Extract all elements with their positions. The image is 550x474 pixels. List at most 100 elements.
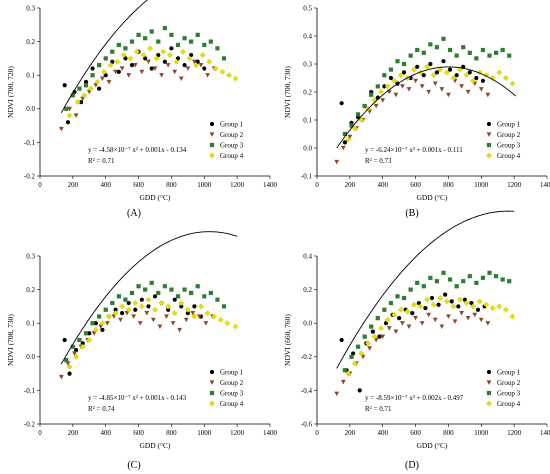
data-point (347, 134, 353, 140)
data-point (114, 58, 121, 65)
data-point (221, 304, 227, 309)
data-point (74, 347, 79, 353)
data-point (382, 73, 387, 78)
data-point (226, 72, 232, 79)
data-point (173, 58, 180, 65)
x-tick-label: 1400 (263, 181, 278, 189)
x-tick-label: 1400 (540, 181, 550, 189)
data-point (413, 316, 418, 321)
x-axis-title: GDD (°C) (416, 441, 448, 450)
data-point (404, 308, 411, 315)
legend-label: Group 4 (220, 152, 244, 160)
data-point (123, 46, 128, 51)
data-point (182, 36, 187, 41)
data-point (463, 72, 470, 79)
data-point (123, 297, 128, 302)
data-point (182, 63, 187, 68)
data-point (465, 316, 471, 321)
data-point (362, 334, 367, 339)
x-tick-label: 600 (133, 429, 144, 437)
data-point (439, 87, 445, 92)
data-point (371, 333, 378, 340)
data-point (189, 290, 194, 296)
x-tick-label: 1200 (230, 429, 245, 437)
data-point (106, 79, 112, 85)
y-tick-label: 0.3 (26, 252, 35, 260)
data-point (202, 66, 207, 71)
data-point (189, 39, 194, 44)
data-point (62, 337, 67, 343)
y-axis-title: NDVI (708, 730) (6, 314, 15, 366)
data-point (119, 303, 126, 310)
y-axis-title: NDVI (700, 730) (283, 66, 292, 118)
data-point (97, 63, 102, 68)
x-tick-label: 400 (377, 181, 388, 189)
y-tick-label: -0.2 (24, 420, 36, 428)
data-point (369, 92, 374, 97)
data-point (378, 325, 384, 332)
x-tick-label: 0 (38, 429, 42, 437)
data-point (156, 39, 161, 44)
data-point (215, 297, 220, 302)
data-point (470, 303, 476, 310)
data-point (166, 52, 173, 58)
data-point (411, 301, 417, 308)
data-point (429, 295, 435, 301)
data-point (178, 300, 185, 306)
data-point (443, 298, 450, 305)
data-point (87, 331, 92, 336)
data-point (140, 52, 147, 58)
data-point (446, 314, 451, 319)
data-point (73, 353, 80, 360)
y-tick-label: 0.4 (303, 32, 312, 40)
data-point (509, 313, 516, 320)
legend-marker (486, 380, 492, 385)
x-tick-label: 600 (133, 181, 144, 189)
data-point (88, 85, 94, 92)
x-tick-label: 1000 (474, 181, 489, 189)
data-point (421, 284, 426, 289)
data-point (78, 99, 84, 105)
x-axis-title: GDD (°C) (139, 441, 171, 450)
data-point (419, 84, 425, 89)
x-tick-label: 800 (166, 429, 177, 437)
data-point (74, 99, 81, 105)
r-squared: R² = 0.74 (88, 405, 115, 413)
data-point (430, 301, 437, 308)
legend-label: Group 3 (220, 142, 244, 150)
legend-marker (209, 390, 215, 396)
y-tick-label: -0.1 (24, 387, 36, 395)
y-tick-label: -0.2 (301, 353, 313, 361)
data-point (339, 337, 344, 343)
x-tick-label: 400 (377, 429, 388, 437)
data-point (152, 306, 158, 313)
y-axis-title: NDVI (700, 720) (6, 66, 15, 118)
legend-label: Group 2 (220, 131, 244, 139)
data-point (58, 126, 64, 132)
data-point (81, 92, 88, 99)
data-point (496, 303, 503, 310)
data-point (349, 123, 354, 128)
data-point (415, 47, 420, 53)
data-point (169, 32, 174, 37)
legend-marker (209, 380, 215, 385)
data-point (192, 304, 197, 309)
data-point (496, 69, 503, 76)
legend-marker (486, 142, 492, 148)
x-tick-label: 1200 (507, 181, 522, 189)
data-point (370, 329, 375, 334)
data-point (358, 117, 365, 123)
x-tick-label: 1200 (507, 429, 522, 437)
x-axis-title: GDD (°C) (139, 193, 171, 202)
data-point (434, 70, 440, 75)
data-point (110, 300, 115, 306)
data-point (126, 300, 131, 306)
data-point (426, 312, 432, 318)
y-tick-label: 0.1 (303, 116, 312, 124)
data-point (165, 63, 171, 68)
data-point (487, 270, 492, 275)
data-point (126, 73, 132, 78)
data-point (58, 374, 64, 380)
data-point (165, 303, 172, 310)
data-point (463, 300, 470, 306)
